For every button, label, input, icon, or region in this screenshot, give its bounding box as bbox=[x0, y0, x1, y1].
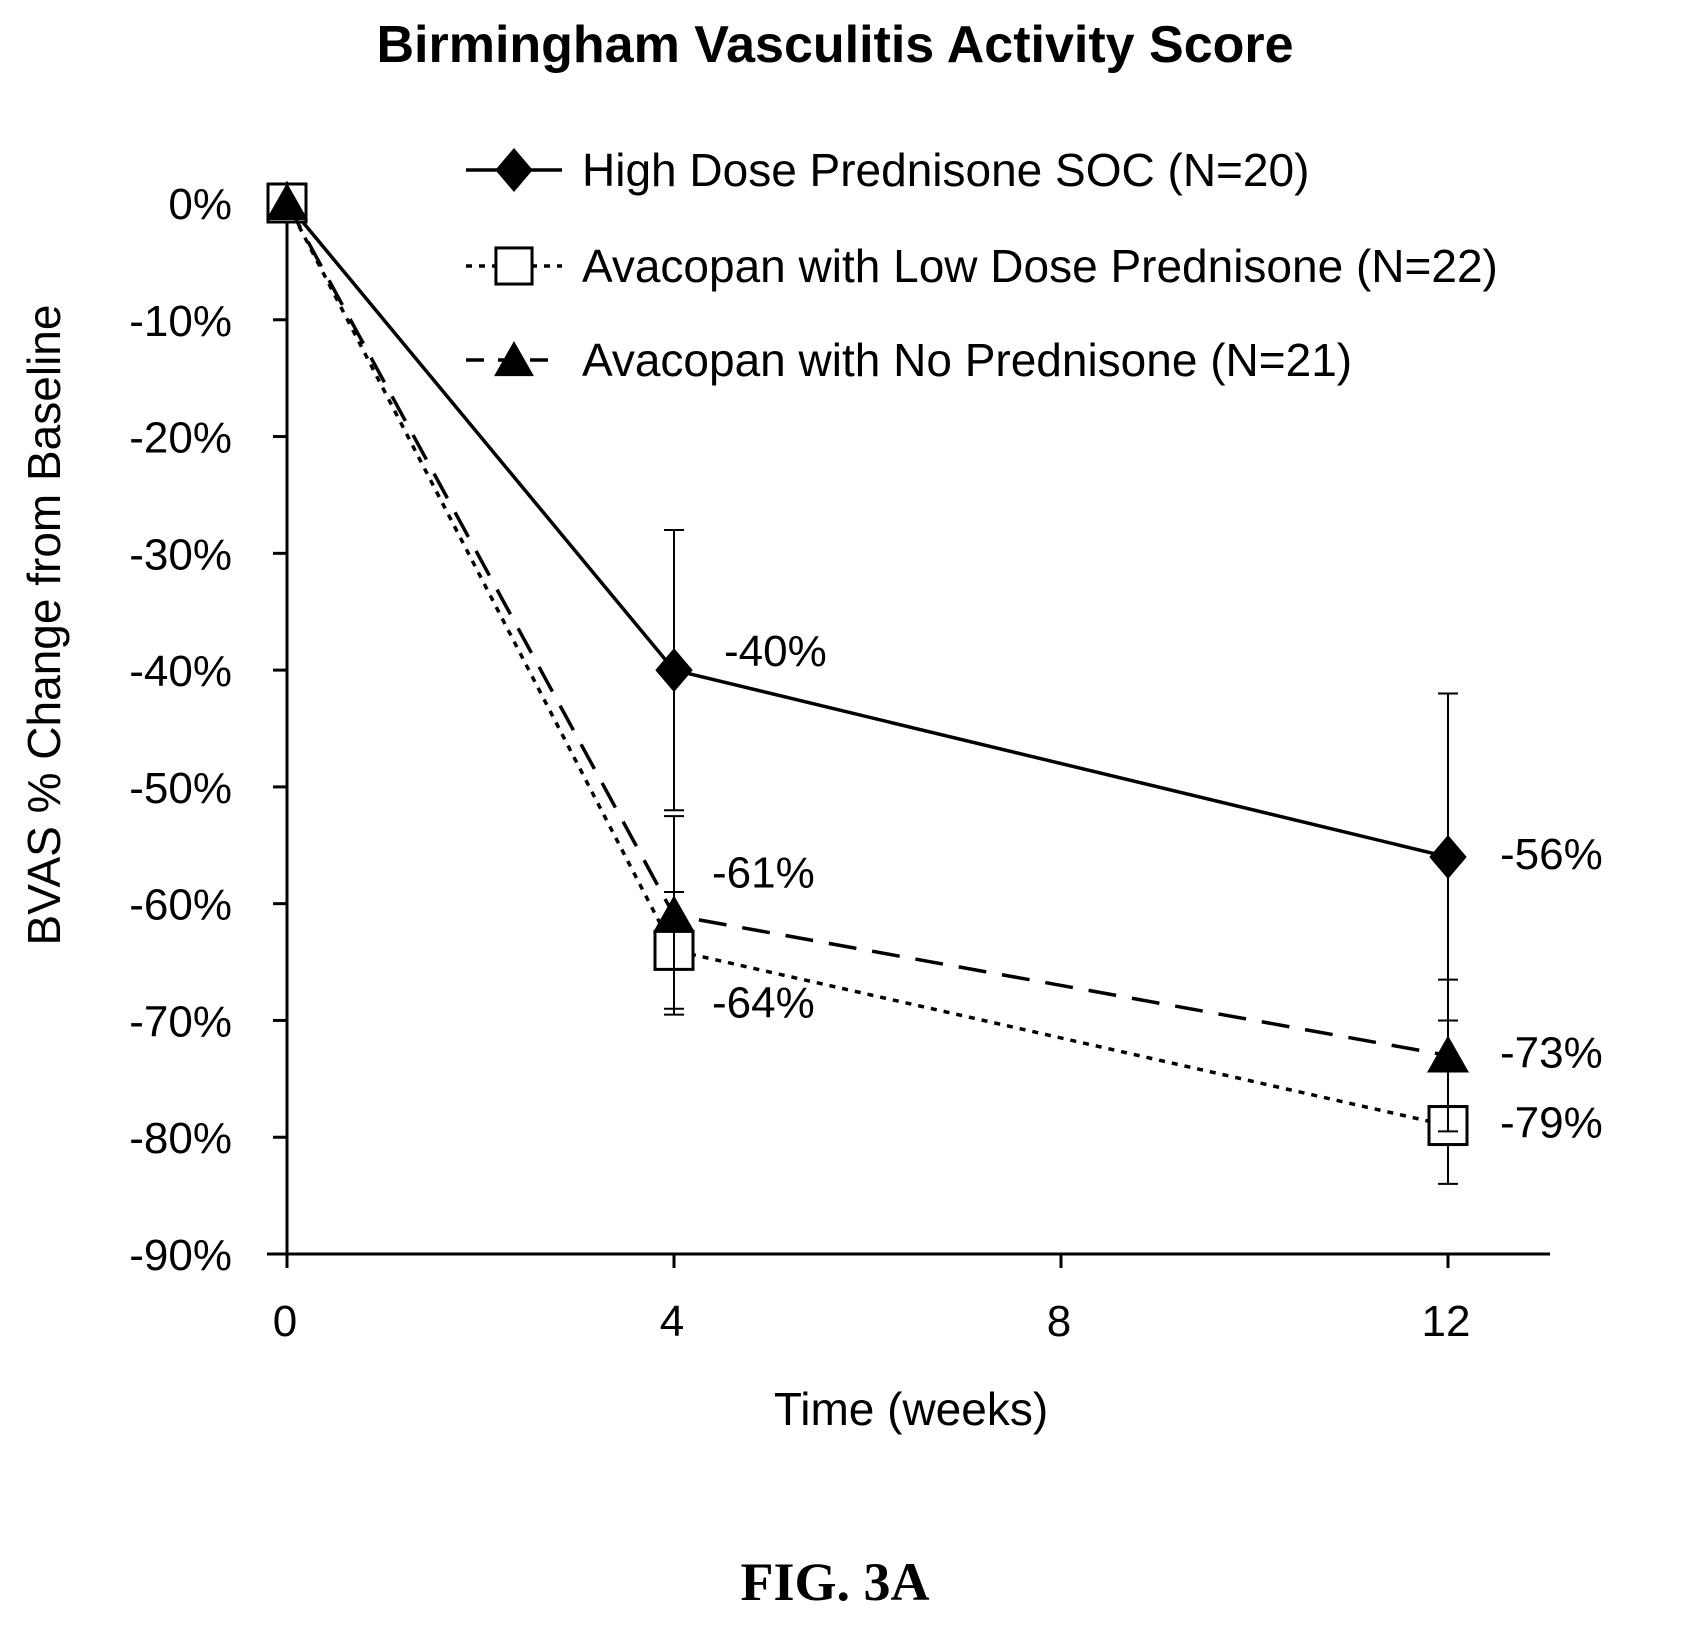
legend-entry-2: Avacopan with Low Dose Prednisone (N=22) bbox=[466, 240, 1498, 292]
figure-caption: FIG. 3A bbox=[741, 1552, 930, 1612]
y-tick-label: -70% bbox=[129, 997, 232, 1046]
data-label: -56% bbox=[1500, 830, 1603, 879]
legend-entry-1: High Dose Prednisone SOC (N=20) bbox=[466, 144, 1309, 196]
y-tick-label: -40% bbox=[129, 647, 232, 696]
x-tick-label: 12 bbox=[1422, 1297, 1471, 1346]
data-label: -61% bbox=[712, 848, 815, 897]
diamond-marker bbox=[495, 148, 533, 192]
y-tick-label: -60% bbox=[129, 881, 232, 930]
data-label: -79% bbox=[1500, 1099, 1603, 1148]
legend-label: Avacopan with Low Dose Prednisone (N=22) bbox=[582, 240, 1498, 292]
series-line bbox=[285, 201, 1449, 859]
series-line bbox=[285, 202, 1449, 1058]
legend-label: Avacopan with No Prednisone (N=21) bbox=[582, 334, 1352, 386]
diamond-marker bbox=[1429, 834, 1467, 879]
y-axis-label: BVAS % Change from Baseline bbox=[18, 305, 70, 946]
diamond-marker bbox=[655, 648, 693, 693]
legend-label: High Dose Prednisone SOC (N=20) bbox=[582, 144, 1309, 196]
triangle-marker bbox=[494, 341, 534, 377]
data-label: -40% bbox=[724, 627, 827, 676]
y-tick-label: -30% bbox=[129, 530, 232, 579]
series-1: -40% -56% bbox=[268, 181, 1603, 1022]
series-layer: -40% -56% -64% -79% -61% -73% bbox=[266, 181, 1603, 1185]
legend: High Dose Prednisone SOC (N=20) Avacopan … bbox=[466, 144, 1498, 386]
chart-title: Birmingham Vasculitis Activity Score bbox=[376, 16, 1293, 74]
y-tick-label: -90% bbox=[129, 1231, 232, 1280]
y-tick-label: -20% bbox=[129, 414, 232, 463]
y-tick-label: -10% bbox=[129, 297, 232, 346]
y-tick-label: 0% bbox=[168, 180, 232, 229]
y-tick-label: -50% bbox=[129, 764, 232, 813]
legend-entry-3: Avacopan with No Prednisone (N=21) bbox=[466, 334, 1352, 386]
x-axis-ticks: 0 4 8 12 bbox=[273, 1254, 1471, 1346]
triangle-marker bbox=[266, 183, 308, 220]
data-label: -73% bbox=[1500, 1028, 1603, 1077]
triangle-marker bbox=[1427, 1035, 1469, 1073]
triangle-marker bbox=[653, 895, 695, 933]
x-axis-label: Time (weeks) bbox=[774, 1383, 1048, 1435]
x-tick-label: 8 bbox=[1047, 1297, 1071, 1346]
y-axis-ticks: 0% -10% -20% -30% -40% -50% -60% -70% -80% -90% bbox=[129, 180, 287, 1280]
data-label: -64% bbox=[712, 978, 815, 1027]
axes bbox=[267, 193, 1550, 1256]
series-3: -61% -73% bbox=[266, 183, 1603, 1133]
x-tick-label: 4 bbox=[660, 1297, 684, 1346]
series-line bbox=[285, 202, 1449, 1128]
y-tick-label: -80% bbox=[129, 1114, 232, 1163]
x-tick-label: 0 bbox=[273, 1297, 297, 1346]
square-marker bbox=[494, 246, 534, 286]
